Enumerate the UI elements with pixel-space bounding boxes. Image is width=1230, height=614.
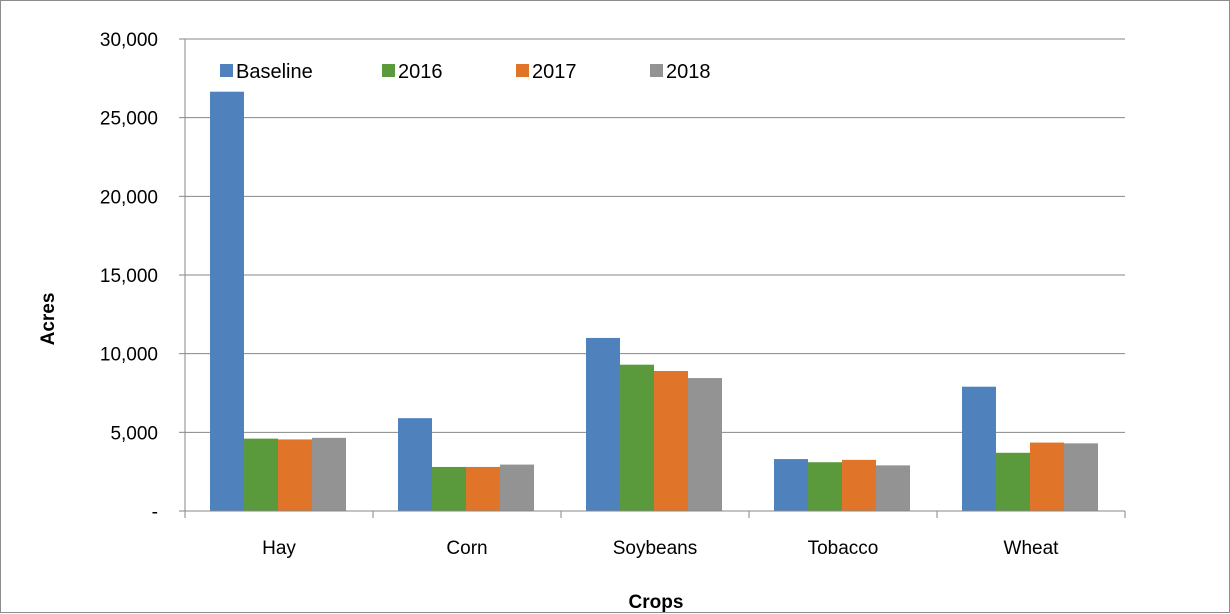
x-tick-label: Corn [446, 538, 487, 559]
bar-2016-hay [244, 438, 278, 511]
x-tick-label: Tobacco [808, 538, 879, 559]
legend-swatch [650, 64, 663, 77]
legend-swatch [382, 64, 395, 77]
bar-baseline-soybeans [586, 337, 620, 511]
bar-2018-hay [312, 437, 346, 511]
bar-2016-wheat [996, 452, 1030, 511]
legend: Baseline 2016 2017 2018 [220, 61, 711, 83]
axes: - 5,000 10,000 15,000 20,000 25,000 30,000 Hay C… [100, 30, 1126, 559]
y-tick-label: 25,000 [100, 109, 158, 130]
y-tick-label: 20,000 [100, 187, 158, 208]
y-tick-label: 30,000 [100, 30, 158, 51]
legend-label: 2017 [532, 61, 577, 83]
x-tick-label: Hay [262, 538, 296, 559]
legend-label: 2016 [398, 61, 443, 83]
x-tick-label: Soybeans [613, 538, 698, 559]
bar-2017-corn [466, 466, 500, 511]
legend-swatch [220, 64, 233, 77]
bar-2016-corn [432, 466, 466, 511]
bar-2016-soybeans [620, 364, 654, 511]
bar-2017-hay [278, 439, 312, 511]
legend-label: 2018 [666, 61, 711, 83]
y-tick-label: 5,000 [110, 423, 158, 444]
bar-2016-tobacco [808, 462, 842, 511]
bar-baseline-wheat [962, 386, 996, 511]
y-tick-label: 10,000 [100, 345, 158, 366]
bar-2017-tobacco [842, 459, 876, 511]
legend-swatch [516, 64, 529, 77]
x-tick-label: Wheat [1004, 538, 1060, 559]
y-tick-label: - [152, 502, 158, 523]
legend-label: Baseline [236, 61, 313, 83]
bar-2018-soybeans [688, 378, 722, 511]
bar-2017-soybeans [654, 370, 688, 511]
bars [210, 91, 1098, 511]
bar-baseline-corn [398, 418, 432, 511]
y-tick-label: 15,000 [100, 266, 158, 287]
bar-baseline-tobacco [774, 459, 808, 511]
bar-2018-corn [500, 464, 534, 511]
x-axis-title: Crops [629, 592, 684, 613]
bar-2018-wheat [1064, 443, 1098, 511]
bar-2018-tobacco [876, 465, 910, 511]
y-axis-title: Acres [38, 293, 59, 346]
bar-2017-wheat [1030, 442, 1064, 511]
bar-baseline-hay [210, 91, 244, 511]
